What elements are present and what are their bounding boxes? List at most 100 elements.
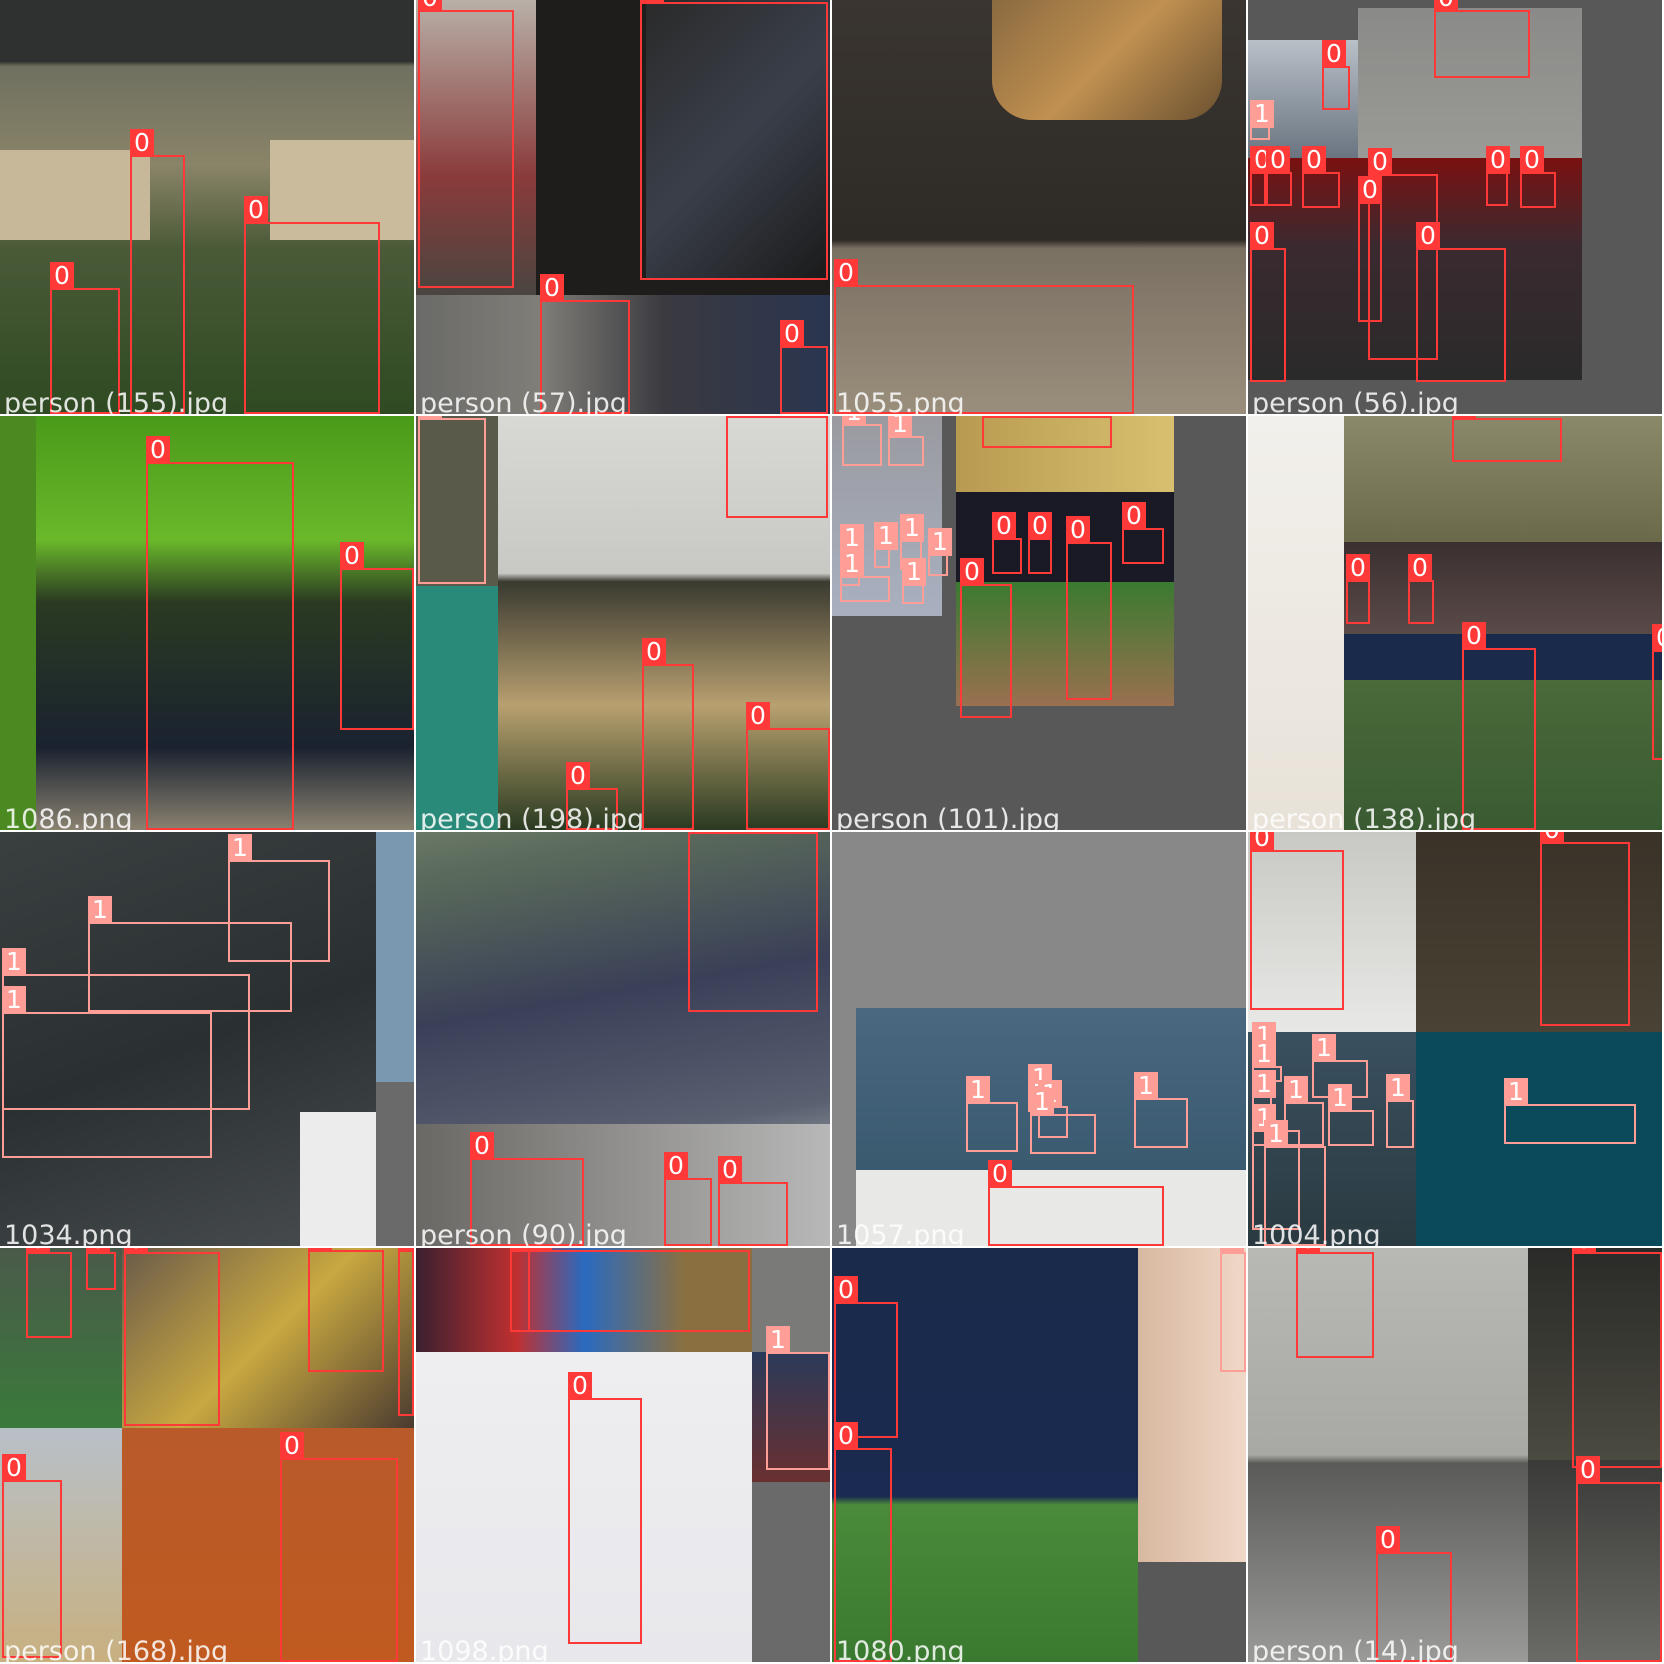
- detection-box: 1: [1252, 1070, 1276, 1146]
- detection-box: 0: [1250, 146, 1274, 206]
- detection-box: 0: [1520, 146, 1556, 208]
- tile-person-198: 1 0 0 0 0 person (198).jpg: [416, 416, 830, 830]
- detection-box: 0: [398, 1248, 414, 1416]
- detection-box: 0: [510, 1248, 534, 1332]
- detection-box: 0: [1576, 1456, 1662, 1662]
- detection-box: 0: [834, 259, 1134, 414]
- tile-person-168: 0 0 0 0 0 0 0 person (168).jpg: [0, 1248, 414, 1662]
- tile-person-138: 0 0 0 0 0 person (138).jpg: [1248, 416, 1662, 830]
- detection-box: 0: [1486, 146, 1510, 206]
- tile-1098: 0 0 1 0 1098.png: [416, 1248, 830, 1662]
- detection-box: 0: [1122, 502, 1164, 564]
- detection-box: 0: [1358, 176, 1382, 322]
- detection-box: 0: [86, 1248, 116, 1290]
- detection-box: 1: [1250, 100, 1274, 140]
- detection-box: 0: [1376, 1526, 1452, 1662]
- tile-1004: 0 0 1 1 1 1 1 1 1 1 1 1 1004.png: [1248, 832, 1662, 1246]
- detection-box: 1: [928, 528, 952, 576]
- tile-1057: 1 1 1 1 1 0 1057.png: [832, 832, 1246, 1246]
- detection-box: 1: [842, 416, 882, 466]
- detection-box: 0: [1250, 222, 1286, 382]
- detection-box: 1: [840, 550, 890, 602]
- detection-box: 1: [888, 416, 924, 466]
- detection-box: 1: [418, 416, 486, 584]
- detection-box: 0: [1368, 148, 1438, 360]
- detection-box: 0: [1266, 146, 1292, 206]
- detection-box: 0: [718, 1156, 788, 1246]
- filename-label: person (57).jpg: [420, 388, 627, 414]
- filename-label: 1098.png: [420, 1636, 549, 1662]
- detection-box: 0: [50, 262, 120, 414]
- filename-label: person (56).jpg: [1252, 388, 1459, 414]
- filename-label: person (138).jpg: [1252, 804, 1477, 830]
- detection-box: 0: [146, 436, 294, 830]
- detection-box: 0: [834, 1422, 892, 1662]
- detection-box: 1: [966, 1076, 1018, 1152]
- detection-box: 1: [2, 948, 250, 1110]
- filename-label: 1080.png: [836, 1636, 965, 1662]
- detection-box: 0: [1452, 416, 1562, 462]
- detection-box: 0: [540, 274, 630, 414]
- detection-box: 0: [640, 0, 828, 280]
- filename-label: person (168).jpg: [4, 1636, 229, 1662]
- detection-box: 0: [992, 512, 1022, 574]
- filename-label: person (155).jpg: [4, 388, 229, 414]
- detection-box: 0: [1066, 516, 1112, 700]
- detection-box: 1: [766, 1326, 830, 1470]
- detection-box: 0: [1540, 832, 1630, 1026]
- filename-label: person (14).jpg: [1252, 1636, 1459, 1662]
- filename-label: 1086.png: [4, 804, 133, 830]
- detection-box: 1: [1134, 1072, 1188, 1148]
- tile-1034: 1 1 1 1 1034.png: [0, 832, 414, 1246]
- detection-box: 0: [688, 832, 818, 1012]
- detection-box: 1: [1386, 1074, 1414, 1148]
- detection-box: 0: [1028, 512, 1052, 574]
- tile-person-90: 0 0 0 0 person (90).jpg: [416, 832, 830, 1246]
- detection-box: 0: [988, 1160, 1164, 1246]
- tile-person-101: 1 1 0 1 1 1 1 1 1 0 0 0 0 0 person (101)…: [832, 416, 1246, 830]
- tile-person-155: 0 0 0 person (155).jpg: [0, 0, 414, 414]
- detection-box: 1: [1504, 1078, 1636, 1144]
- detection-box: 1: [2, 986, 212, 1158]
- detection-box: 0: [1416, 222, 1506, 382]
- tile-1055: 0 1055.png: [832, 0, 1246, 414]
- detection-box: 1: [902, 558, 926, 604]
- detection-box: 0: [1652, 624, 1662, 760]
- detection-box: 0: [124, 1248, 220, 1426]
- detection-box: 0: [1462, 622, 1536, 830]
- detection-box: 0: [1408, 554, 1434, 624]
- detection-box: 1: [1030, 1088, 1096, 1154]
- filename-label: 1055.png: [836, 388, 965, 414]
- detection-box: 1: [1328, 1084, 1374, 1146]
- detection-box: 0: [470, 1132, 584, 1246]
- detection-box: 0: [280, 1432, 398, 1662]
- tile-person-56: 0 0 1 0 0 0 0 0 0 0 0 0 person (56).jpg: [1248, 0, 1662, 414]
- detection-box: 0: [1434, 0, 1530, 78]
- filename-label: 1004.png: [1252, 1220, 1381, 1246]
- detection-box: 0: [834, 1276, 898, 1438]
- tile-1080: 0 0 1 1080.png: [832, 1248, 1246, 1662]
- detection-box: 0: [244, 196, 380, 414]
- tile-person-14: 0 0 0 0 person (14).jpg: [1248, 1248, 1662, 1662]
- detection-box: 0: [568, 1372, 642, 1644]
- detection-box: 0: [664, 1152, 712, 1246]
- tile-1086: 0 0 1086.png: [0, 416, 414, 830]
- filename-label: 1057.png: [836, 1220, 965, 1246]
- detection-box: 0: [780, 320, 828, 414]
- detection-box: 1: [1220, 1248, 1246, 1372]
- detection-box: 0: [960, 558, 1012, 718]
- detection-box: 0: [130, 129, 185, 414]
- detection-box: 0: [1346, 554, 1370, 624]
- detection-box: 0: [1250, 832, 1344, 1010]
- detection-box: 1: [88, 896, 292, 1012]
- filename-label: person (101).jpg: [836, 804, 1061, 830]
- detection-box: 0: [2, 1454, 62, 1658]
- detection-box: 0: [982, 416, 1112, 448]
- detection-box: 1: [228, 834, 330, 962]
- detection-box: 0: [566, 762, 618, 830]
- detection-box: 0: [1322, 40, 1350, 110]
- detection-box: 1: [900, 514, 924, 570]
- detection-box: 0: [308, 1248, 384, 1372]
- detection-box: 0: [528, 1248, 750, 1332]
